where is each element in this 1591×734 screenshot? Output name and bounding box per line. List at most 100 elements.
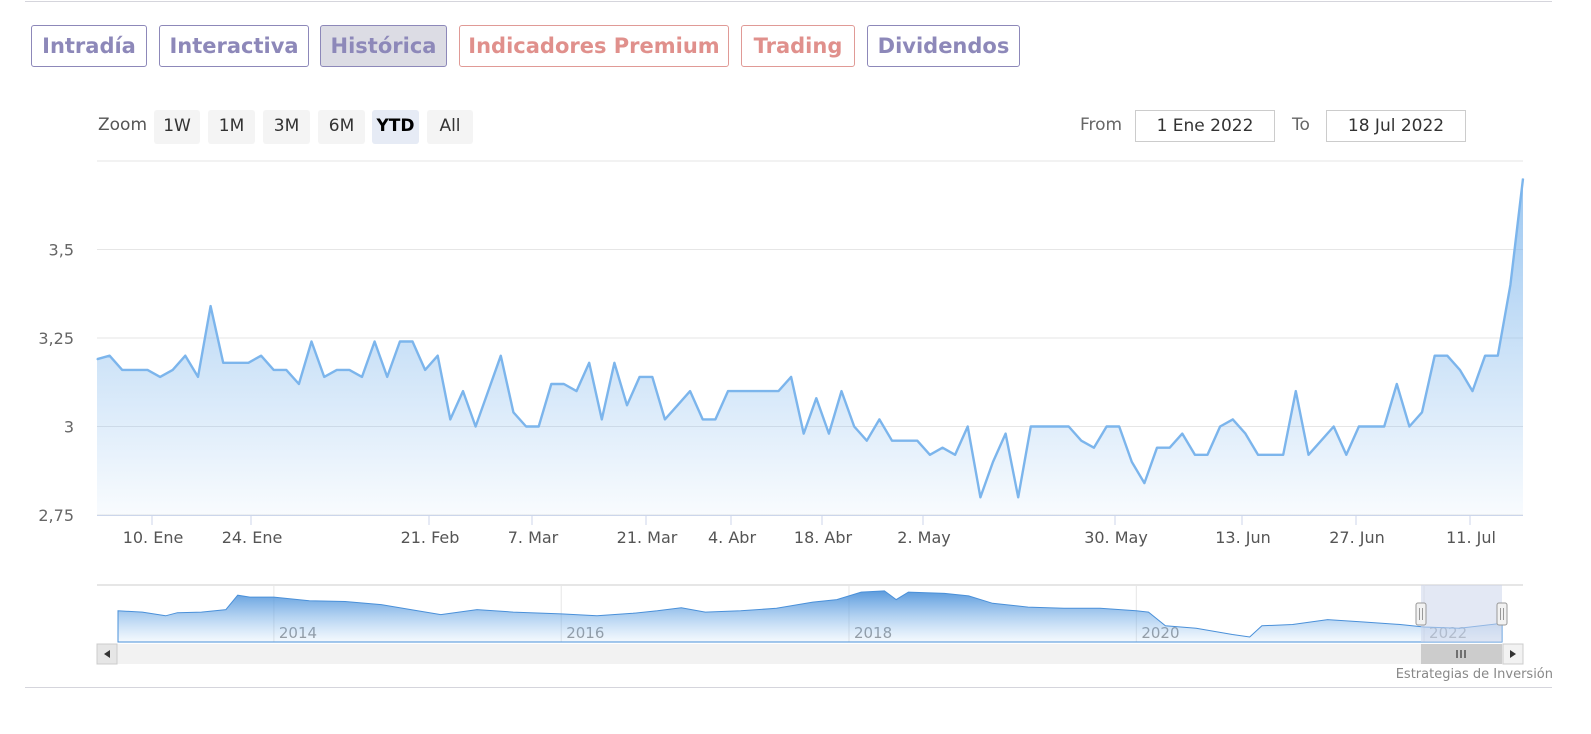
zoom-ytd-button[interactable]: YTD bbox=[372, 110, 419, 144]
price-point bbox=[109, 355, 111, 357]
zoom-6m-button[interactable]: 6M bbox=[318, 110, 365, 144]
x-tick-label: 7. Mar bbox=[508, 528, 559, 547]
price-point bbox=[1194, 454, 1196, 456]
price-point bbox=[550, 383, 552, 385]
price-point bbox=[853, 425, 855, 428]
navigator[interactable]: 20142016201820202022 bbox=[97, 584, 1523, 643]
price-point bbox=[575, 390, 578, 392]
y-tick-label: 3,25 bbox=[38, 329, 74, 348]
zoom-1m-button[interactable]: 1M bbox=[208, 110, 255, 144]
price-point bbox=[361, 376, 363, 378]
price-point bbox=[1333, 425, 1335, 428]
x-tick-label: 10. Ene bbox=[123, 528, 184, 547]
price-point bbox=[979, 496, 982, 498]
price-point bbox=[210, 305, 212, 307]
price-point bbox=[1282, 454, 1284, 456]
bottom-divider bbox=[25, 687, 1552, 688]
price-point bbox=[121, 369, 123, 371]
price-point bbox=[588, 362, 590, 364]
price-point bbox=[96, 358, 98, 360]
price-point bbox=[1068, 425, 1070, 428]
navigator-area bbox=[117, 590, 1503, 643]
credits-label: Estrategias de Inversión bbox=[1395, 667, 1553, 682]
price-point bbox=[563, 383, 565, 385]
price-point bbox=[1497, 355, 1499, 357]
price-point bbox=[1030, 425, 1032, 428]
price-point bbox=[437, 355, 439, 357]
price-point bbox=[285, 369, 287, 371]
price-point bbox=[1434, 355, 1436, 357]
price-point bbox=[651, 376, 653, 378]
price-point bbox=[159, 376, 161, 378]
price-point bbox=[336, 369, 338, 371]
price-point bbox=[1383, 425, 1385, 428]
price-point bbox=[1232, 418, 1234, 420]
tab-indicadores-premium[interactable]: Indicadores Premium bbox=[459, 25, 729, 67]
price-point bbox=[777, 390, 780, 392]
price-point bbox=[714, 418, 717, 420]
price-point bbox=[866, 440, 868, 442]
price-point bbox=[1509, 284, 1511, 286]
tab-intradia[interactable]: Intradía bbox=[31, 25, 147, 67]
range-to-label: To bbox=[1292, 115, 1310, 135]
price-point bbox=[399, 340, 401, 343]
price-point bbox=[1080, 440, 1082, 442]
price-point bbox=[184, 355, 186, 357]
price-area-series bbox=[96, 178, 1525, 515]
price-point bbox=[929, 454, 931, 456]
price-point bbox=[298, 383, 300, 385]
price-line bbox=[96, 178, 1525, 499]
x-tick-label: 21. Mar bbox=[617, 528, 678, 547]
price-point bbox=[992, 461, 994, 463]
price-point bbox=[1484, 355, 1486, 357]
price-point bbox=[500, 355, 502, 357]
price-point bbox=[172, 369, 174, 371]
scrollbar[interactable] bbox=[96, 643, 1524, 665]
price-point bbox=[954, 454, 956, 456]
price-point bbox=[1219, 425, 1221, 428]
price-point bbox=[904, 440, 906, 442]
price-point bbox=[1522, 178, 1524, 180]
price-point bbox=[1055, 425, 1057, 428]
price-area-fill bbox=[97, 178, 1523, 515]
price-point bbox=[386, 376, 388, 378]
price-point bbox=[1206, 454, 1209, 456]
price-point bbox=[222, 362, 224, 364]
price-point bbox=[664, 418, 666, 420]
tab-interactiva[interactable]: Interactiva bbox=[159, 25, 309, 67]
range-from-input[interactable]: 1 Ene 2022 bbox=[1135, 110, 1275, 142]
price-point bbox=[487, 390, 489, 392]
navigator-right-handle[interactable] bbox=[1496, 602, 1508, 626]
price-point bbox=[1118, 425, 1120, 428]
tab-trading[interactable]: Trading bbox=[741, 25, 855, 67]
price-point bbox=[411, 340, 414, 343]
zoom-all-button[interactable]: All bbox=[427, 110, 473, 144]
price-point bbox=[1471, 390, 1474, 392]
navigator-left-handle[interactable] bbox=[1415, 602, 1427, 626]
price-point bbox=[1005, 433, 1007, 435]
price-point bbox=[424, 369, 426, 371]
x-tick-label: 24. Ene bbox=[222, 528, 283, 547]
x-tick-label: 18. Abr bbox=[794, 528, 853, 547]
y-tick-label: 3,5 bbox=[49, 241, 74, 260]
price-point bbox=[1131, 461, 1133, 463]
zoom-1w-button[interactable]: 1W bbox=[154, 110, 200, 144]
price-point bbox=[1143, 482, 1145, 484]
price-point bbox=[1345, 454, 1347, 456]
y-tick-label: 3 bbox=[64, 418, 74, 437]
price-point bbox=[891, 440, 893, 442]
price-point bbox=[374, 340, 376, 343]
x-tick-label: 13. Jun bbox=[1215, 528, 1271, 547]
zoom-3m-button[interactable]: 3M bbox=[263, 110, 310, 144]
price-point bbox=[601, 418, 603, 420]
price-point bbox=[475, 425, 477, 428]
price-point bbox=[462, 390, 464, 392]
tab-historica[interactable]: Histórica bbox=[320, 25, 447, 67]
price-point bbox=[752, 390, 754, 392]
price-point bbox=[525, 425, 527, 428]
tab-dividendos[interactable]: Dividendos bbox=[867, 25, 1020, 67]
price-point bbox=[639, 376, 641, 378]
range-to-input[interactable]: 18 Jul 2022 bbox=[1326, 110, 1466, 142]
price-point bbox=[1042, 425, 1045, 428]
x-tick-label: 2. May bbox=[897, 528, 950, 547]
